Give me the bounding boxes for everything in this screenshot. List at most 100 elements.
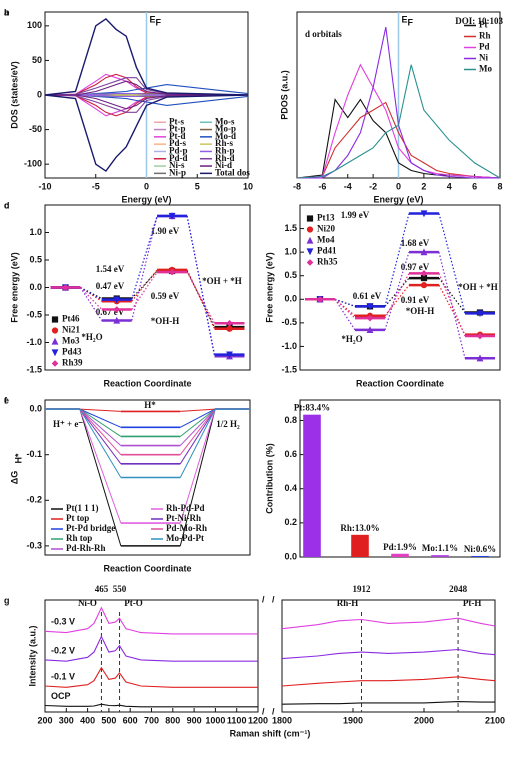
plot-frame — [299, 204, 501, 371]
x-tick-label: 200 — [37, 715, 52, 725]
connector — [79, 408, 122, 446]
y-tick-label: -1.5 — [281, 364, 297, 374]
x-tick-label: 2 — [421, 181, 426, 191]
connector — [438, 273, 466, 337]
annotation: 1.90 eV — [151, 226, 180, 236]
x-tick-label: -8 — [293, 181, 301, 191]
axis-break: / — [262, 594, 265, 604]
legend-label: Mo3 — [62, 336, 80, 346]
series-label: -0.2 V — [51, 645, 75, 655]
bar — [351, 534, 369, 557]
x-tick-label: 2100 — [485, 715, 505, 725]
annotation: 0.61 eV — [353, 291, 382, 301]
marker — [226, 319, 233, 327]
x-tick-label: 1200 — [248, 715, 268, 725]
marker — [306, 248, 314, 256]
value-label: Rh:13.0% — [340, 523, 379, 533]
x-tick-label: 0 — [396, 181, 401, 191]
y-tick-label: 0.2 — [284, 517, 297, 527]
marker — [62, 284, 69, 291]
fermi-label-sub: F — [408, 17, 414, 27]
connector — [179, 408, 216, 478]
marker — [51, 360, 59, 367]
series-line — [45, 80, 249, 96]
y-tick-label: 0.0 — [29, 282, 42, 292]
legend-label: Ni — [479, 53, 488, 63]
connector — [179, 408, 216, 446]
connector — [131, 271, 158, 310]
panel-label: e — [4, 395, 9, 405]
connector — [438, 284, 466, 335]
annotation: *OH + *H — [202, 276, 242, 286]
y-tick-label: 0.0 — [29, 403, 42, 413]
annotation: *OH-H — [151, 316, 180, 326]
plot-frame — [281, 599, 496, 713]
marker — [420, 210, 428, 218]
annotation: H⁺ + e⁻ — [53, 419, 83, 429]
marker — [316, 295, 324, 303]
panel-label: a — [4, 7, 10, 17]
marker — [113, 306, 121, 313]
x-tick-label: 8 — [497, 181, 502, 191]
series-line — [44, 94, 249, 173]
y-tick-label: -0.5 — [281, 317, 297, 327]
y-tick-label: -50 — [29, 124, 42, 134]
y-axis-label: Contribution (%) — [264, 443, 274, 513]
legend-label: Mo-d — [215, 131, 236, 141]
legend-label: Pt46 — [62, 314, 80, 324]
y-axis-label: DOS (states/eV) — [9, 61, 19, 129]
legend-label: Pt-d — [169, 131, 186, 141]
connector — [179, 408, 216, 524]
annotation: d orbitals — [305, 29, 342, 39]
annotation: 0.97 eV — [401, 262, 430, 272]
series-line — [281, 676, 496, 687]
legend-label: Pt13 — [317, 213, 335, 223]
fermi-label: E — [402, 14, 408, 24]
x-axis-label: Reaction Coordinate — [103, 378, 191, 388]
series-line — [45, 93, 249, 96]
y-tick-label: 0.4 — [284, 483, 297, 493]
connector — [180, 408, 216, 412]
y-axis-label: Intensity (a.u.) — [27, 625, 37, 686]
panel-label: c — [4, 200, 9, 210]
connector — [179, 408, 216, 437]
marker — [306, 226, 314, 233]
peak-name: Ni-O — [78, 598, 97, 608]
connector — [79, 408, 121, 412]
x-tick-label: -4 — [344, 181, 352, 191]
peak-label: 1912 — [353, 584, 372, 594]
y-tick-label: 0.5 — [29, 254, 42, 264]
legend-label: Rh39 — [62, 358, 83, 368]
connector — [179, 408, 216, 465]
x-tick-label: 900 — [187, 715, 202, 725]
legend-label: Pd — [479, 42, 490, 52]
legend-label: Rh-d — [215, 153, 235, 163]
connector — [80, 286, 103, 301]
x-tick-label: 1900 — [343, 715, 363, 725]
series-line — [45, 94, 249, 110]
y-tick-label: 0 — [37, 89, 42, 99]
value-label: Pt:83.4% — [294, 403, 330, 413]
marker — [306, 259, 314, 266]
series-line — [44, 606, 258, 635]
y-tick-label: 0.0 — [284, 551, 297, 561]
legend-label: Pt top — [66, 513, 89, 523]
marker — [476, 354, 484, 362]
legend-label: Rh — [479, 31, 491, 41]
marker — [168, 268, 176, 276]
marker — [476, 332, 484, 340]
x-tick-label: 1100 — [227, 715, 247, 725]
legend-label: Rh-s — [215, 138, 234, 148]
annotation: 1.54 eV — [96, 264, 125, 274]
panel-label: d — [4, 200, 10, 210]
y-tick-label: 1.5 — [284, 223, 297, 233]
annotation: 1.99 eV — [341, 210, 370, 220]
legend-label: Pd-Rh-Rh — [66, 543, 106, 553]
legend-label: Ni-d — [215, 160, 232, 170]
annotation: 0.59 eV — [151, 291, 180, 301]
legend-label: Mo-Pd-Pt — [166, 533, 204, 543]
bar — [471, 555, 489, 557]
series-line — [44, 703, 258, 708]
panel-label: g — [4, 595, 10, 605]
x-tick-label: 1000 — [205, 715, 225, 725]
